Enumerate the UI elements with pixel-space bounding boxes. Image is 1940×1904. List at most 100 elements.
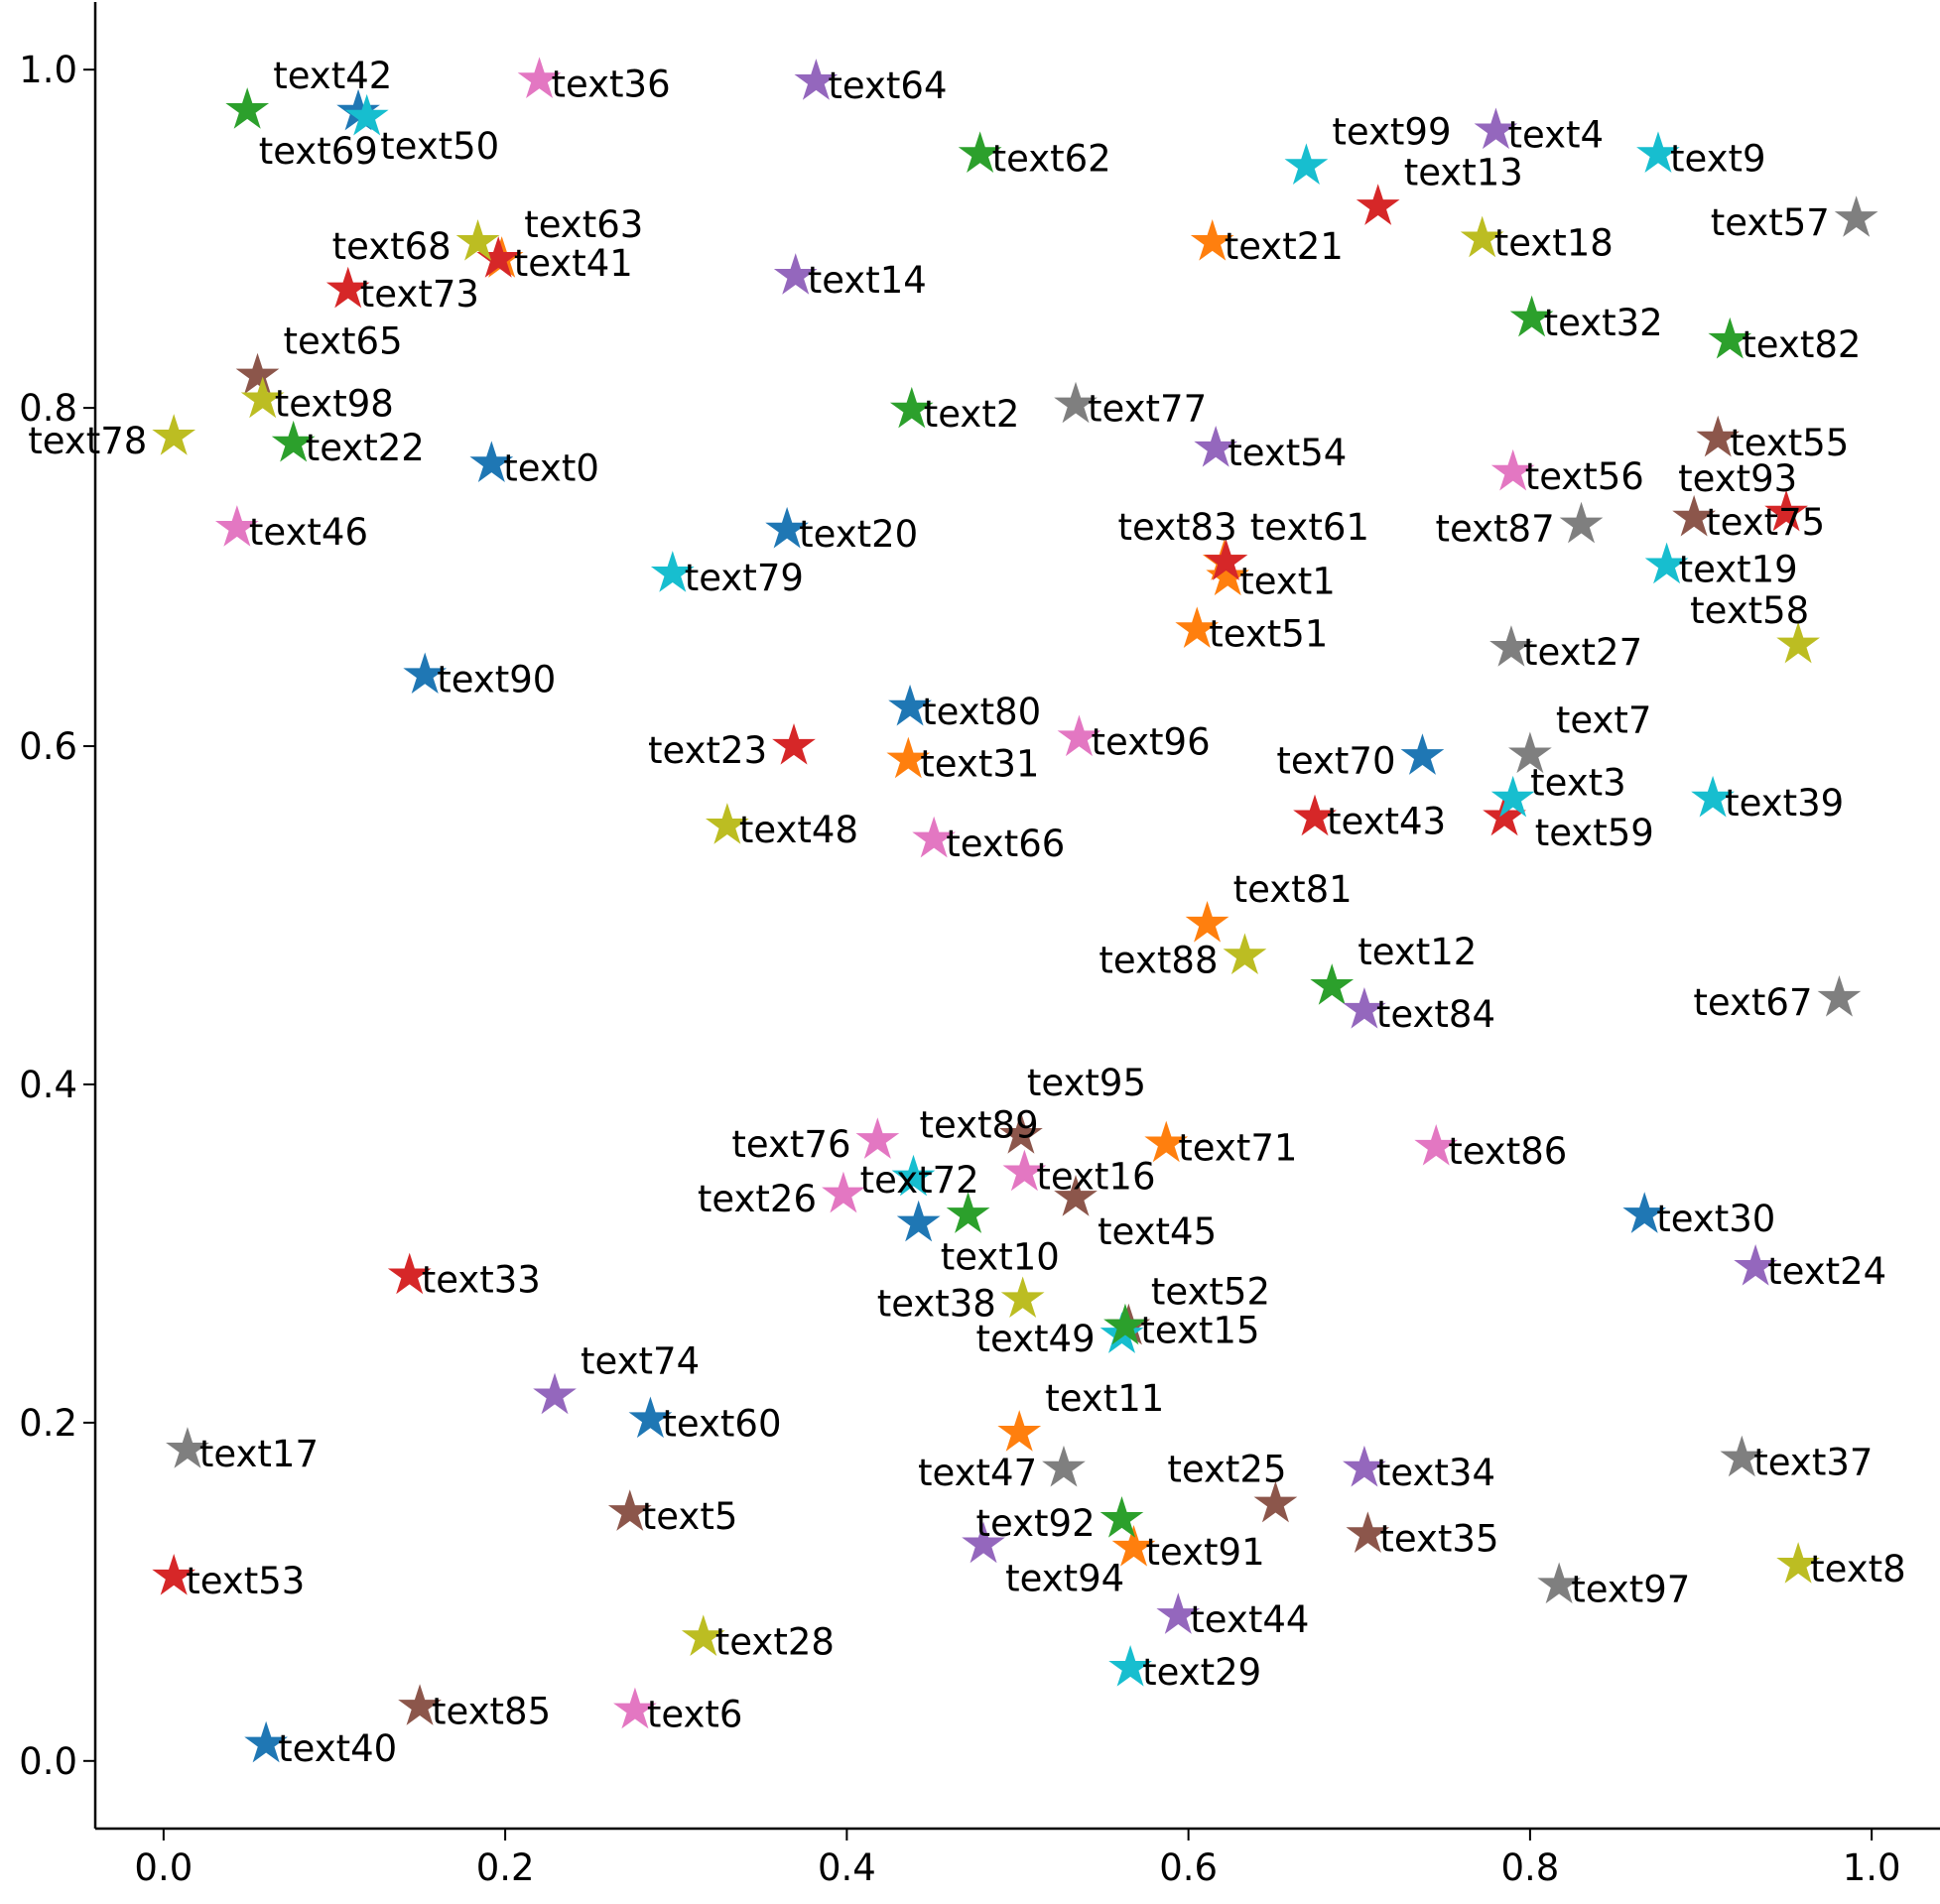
point-label-text69: text69 [259,130,378,173]
point-label-text42: text42 [273,55,392,97]
point-label-text55: text55 [1730,422,1849,464]
point-label-text63: text63 [524,203,643,246]
point-text37 [1720,1435,1764,1477]
point-text4 [1474,107,1518,150]
point-text66 [912,816,957,858]
point-text14 [773,253,818,295]
point-text68 [455,219,500,261]
point-text96 [1057,714,1101,757]
point-label-text94: text94 [1005,1558,1124,1600]
point-label-text74: text74 [581,1340,700,1383]
point-label-text56: text56 [1525,455,1644,498]
point-label-text13: text13 [1404,151,1523,193]
y-tick-label-0: 0.0 [19,1740,77,1783]
point-text54 [1194,426,1238,467]
point-label-text39: text39 [1725,782,1844,825]
point-text63 [476,236,521,278]
point-text80 [888,684,932,726]
point-label-text0: text0 [503,446,599,489]
point-text82 [1708,317,1752,359]
point-text6 [613,1687,657,1729]
point-label-text34: text34 [1376,1452,1495,1494]
point-label-text68: text68 [332,225,452,268]
point-text89 [891,1154,936,1197]
point-text74 [533,1372,577,1415]
point-text22 [271,420,316,462]
point-label-text49: text49 [976,1318,1096,1360]
point-label-text32: text32 [1544,302,1663,344]
point-text67 [1817,975,1862,1017]
point-label-text48: text48 [739,809,858,851]
point-label-text36: text36 [552,63,671,105]
point-label-text75: text75 [1706,501,1825,544]
point-label-text14: text14 [808,259,927,302]
point-label-text86: text86 [1448,1130,1567,1173]
point-label-text27: text27 [1523,631,1642,674]
point-label-text9: text9 [1670,137,1766,180]
point-text20 [765,506,809,549]
point-label-text88: text88 [1099,939,1218,981]
point-text58 [1776,621,1821,664]
point-text5 [607,1489,652,1531]
point-label-text77: text77 [1088,388,1207,431]
point-label-text16: text16 [1036,1156,1155,1199]
point-label-text67: text67 [1693,981,1812,1024]
point-text53 [152,1554,196,1595]
point-label-text7: text7 [1556,699,1652,742]
point-text71 [1144,1120,1189,1163]
point-label-text72: text72 [860,1159,979,1202]
point-label-text82: text82 [1742,323,1861,366]
point-label-text3: text3 [1530,762,1626,805]
point-label-text24: text24 [1767,1250,1886,1293]
point-text75 [1672,494,1717,537]
point-text45 [1054,1175,1098,1216]
point-text16 [1002,1149,1047,1192]
point-text64 [794,59,839,100]
point-label-text50: text50 [380,125,499,168]
point-text39 [1691,775,1735,818]
y-tick-label-2: 0.4 [19,1064,77,1106]
point-text10 [896,1200,941,1242]
point-text73 [325,266,370,309]
point-label-text25: text25 [1167,1449,1286,1491]
point-label-text18: text18 [1494,222,1614,265]
point-label-text33: text33 [422,1259,541,1302]
point-label-text35: text35 [1379,1517,1498,1560]
point-text48 [706,803,749,844]
point-label-text46: text46 [249,511,368,554]
point-label-text17: text17 [199,1433,319,1475]
point-label-text29: text29 [1142,1651,1261,1694]
point-text77 [1054,381,1098,424]
point-label-text59: text59 [1535,812,1654,854]
point-label-text19: text19 [1679,549,1798,591]
point-label-text84: text84 [1376,993,1495,1036]
point-text38 [1000,1276,1045,1319]
y-tick-label-4: 0.8 [19,387,77,430]
point-text47 [1042,1445,1086,1487]
point-label-text58: text58 [1690,589,1809,632]
point-text30 [1622,1192,1667,1233]
point-label-text22: text22 [306,427,425,469]
point-text36 [517,57,562,99]
point-text98 [240,376,285,419]
point-text95 [999,1112,1043,1154]
point-label-text93: text93 [1678,457,1797,500]
point-text3 [1483,794,1526,836]
point-label-text37: text37 [1753,1442,1873,1484]
point-label-text51: text51 [1209,612,1328,655]
point-label-text83: text83 [1118,506,1237,549]
point-text33 [387,1252,432,1295]
point-text85 [398,1684,442,1725]
point-labels: text0 text1 text2 text3 text4 text5 text6 text7… [28,55,1905,1770]
x-tick-label-4: 0.8 [1500,1846,1559,1889]
point-label-text38: text38 [877,1283,996,1326]
point-text92 [1099,1496,1144,1538]
point-label-text1: text1 [1239,561,1336,603]
point-label-text23: text23 [648,729,767,772]
point-text93 [1764,489,1808,532]
y-tick-label-5: 1.0 [19,49,77,91]
point-text23 [772,723,816,765]
point-label-text43: text43 [1327,801,1446,843]
x-tick-label-3: 0.6 [1159,1846,1218,1889]
